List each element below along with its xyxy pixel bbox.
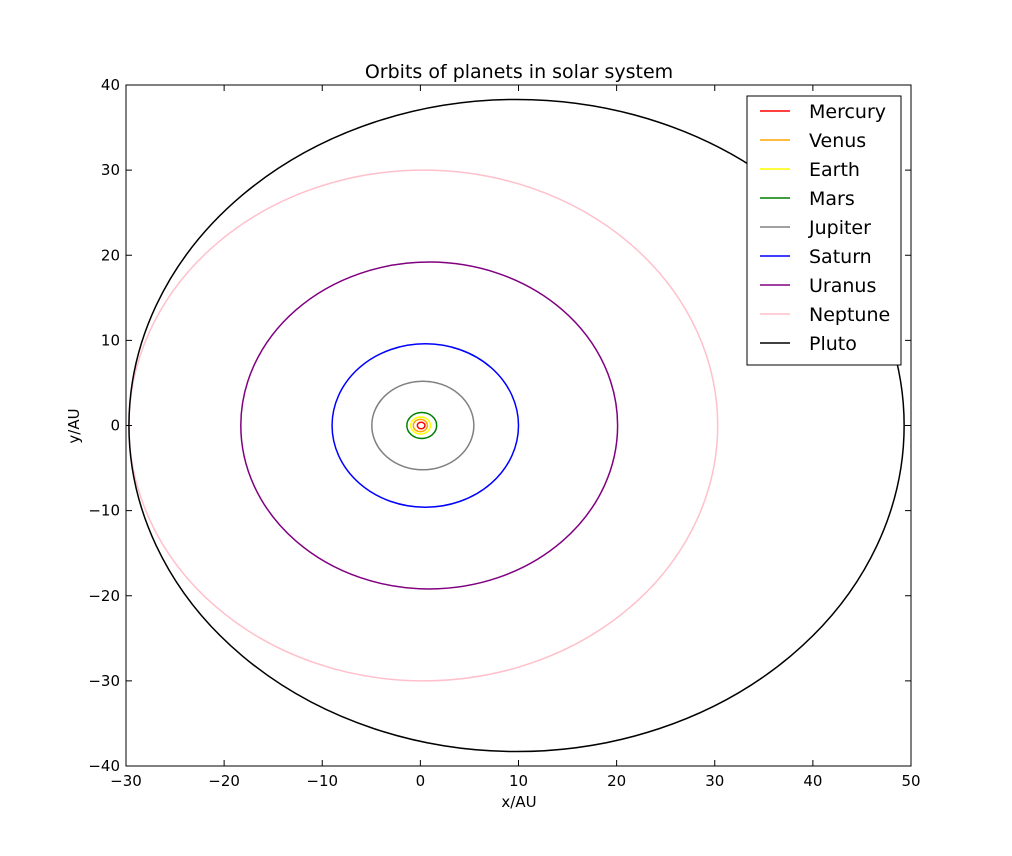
chart-title: Orbits of planets in solar system <box>365 61 673 83</box>
y-tick-label: 10 <box>101 331 120 349</box>
y-axis-ticks: −40 −30 −20 −10 0 10 20 30 40 <box>88 76 911 775</box>
orbit-neptune <box>128 169 719 682</box>
legend-label-neptune: Neptune <box>809 304 890 326</box>
x-tick-label: −10 <box>306 772 338 790</box>
y-axis-label: y/AU <box>65 408 83 443</box>
x-tick-label: −30 <box>110 772 142 790</box>
legend-label-mars: Mars <box>809 188 855 210</box>
y-tick-label: 0 <box>110 417 120 435</box>
x-axis-ticks: −30 −20 −10 0 10 20 30 40 50 <box>110 85 921 790</box>
y-tick-label: −40 <box>88 757 120 775</box>
legend-label-jupiter: Jupiter <box>808 217 871 239</box>
y-tick-label: −10 <box>88 502 120 520</box>
orbit-earth <box>410 416 432 435</box>
y-tick-label: 30 <box>101 161 120 179</box>
legend: Mercury Venus Earth Mars Jupiter Saturn Uranus… <box>746 95 902 366</box>
orbit-jupiter <box>371 380 475 471</box>
y-tick-label: −20 <box>88 587 120 605</box>
legend-label-saturn: Saturn <box>809 246 872 268</box>
orbit-uranus <box>240 261 619 590</box>
y-tick-label: 20 <box>101 246 120 264</box>
legend-box <box>746 95 902 366</box>
legend-label-earth: Earth <box>809 159 860 181</box>
legend-label-uranus: Uranus <box>809 275 876 297</box>
x-tick-label: 0 <box>416 772 426 790</box>
x-tick-label: 20 <box>607 772 626 790</box>
x-axis-label: x/AU <box>501 793 536 811</box>
orbit-saturn <box>331 343 520 508</box>
orbit-mars <box>406 411 438 440</box>
x-tick-label: 40 <box>803 772 822 790</box>
y-tick-label: 40 <box>101 76 120 94</box>
orbit-mercury <box>416 421 426 430</box>
legend-label-venus: Venus <box>809 130 866 152</box>
x-tick-label: −20 <box>208 772 240 790</box>
y-tick-label: −30 <box>88 672 120 690</box>
x-tick-label: 30 <box>705 772 724 790</box>
x-tick-label: 10 <box>509 772 528 790</box>
legend-label-mercury: Mercury <box>809 101 886 123</box>
x-tick-label: 50 <box>901 772 920 790</box>
legend-label-pluto: Pluto <box>809 333 857 355</box>
orbit-venus <box>412 418 429 433</box>
